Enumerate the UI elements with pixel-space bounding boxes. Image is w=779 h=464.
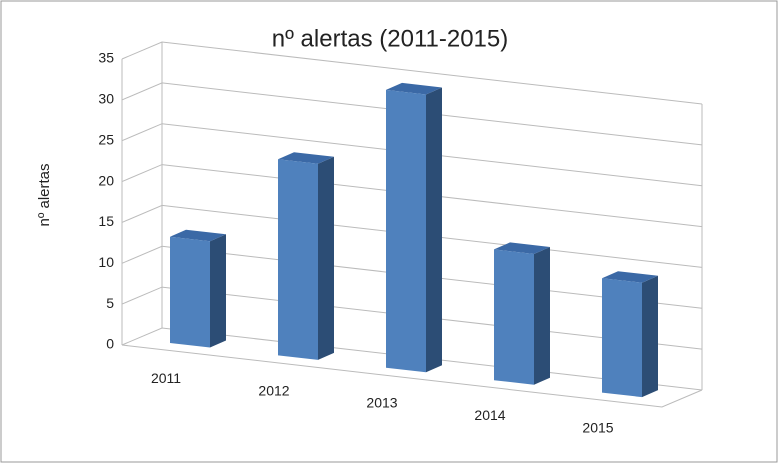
bar-side xyxy=(642,275,658,398)
bar-side xyxy=(534,247,550,385)
y-tick-label: 5 xyxy=(106,295,114,311)
y-tick-label: 35 xyxy=(98,50,114,66)
bar xyxy=(278,159,318,360)
bar-top xyxy=(602,271,658,283)
chart-title: nº alertas (2011-2015) xyxy=(272,25,508,52)
bar-side xyxy=(318,156,334,360)
bar-side xyxy=(426,87,442,373)
bar-top xyxy=(170,229,226,242)
y-tick-label: 20 xyxy=(98,172,114,188)
x-tick-label: 2012 xyxy=(258,382,289,398)
bar-top xyxy=(278,152,334,164)
y-tick-label: 25 xyxy=(98,131,114,147)
x-tick-label: 2013 xyxy=(366,395,397,411)
bar xyxy=(494,249,534,385)
y-axis-label: nº alertas xyxy=(36,163,53,226)
bar xyxy=(602,278,642,398)
x-tick-label: 2015 xyxy=(582,420,613,436)
y-tick-label: 0 xyxy=(106,336,114,352)
y-tick-label: 10 xyxy=(98,254,114,270)
bar-top xyxy=(386,82,442,95)
bar-top xyxy=(494,242,550,254)
bar xyxy=(170,236,210,348)
y-tick-label: 15 xyxy=(98,213,114,229)
bar xyxy=(386,89,426,373)
bar-side xyxy=(210,234,226,348)
x-tick-label: 2014 xyxy=(474,407,505,423)
y-tick-label: 30 xyxy=(98,91,114,107)
x-tick-label: 2011 xyxy=(151,370,181,386)
floor-edge xyxy=(121,344,703,408)
